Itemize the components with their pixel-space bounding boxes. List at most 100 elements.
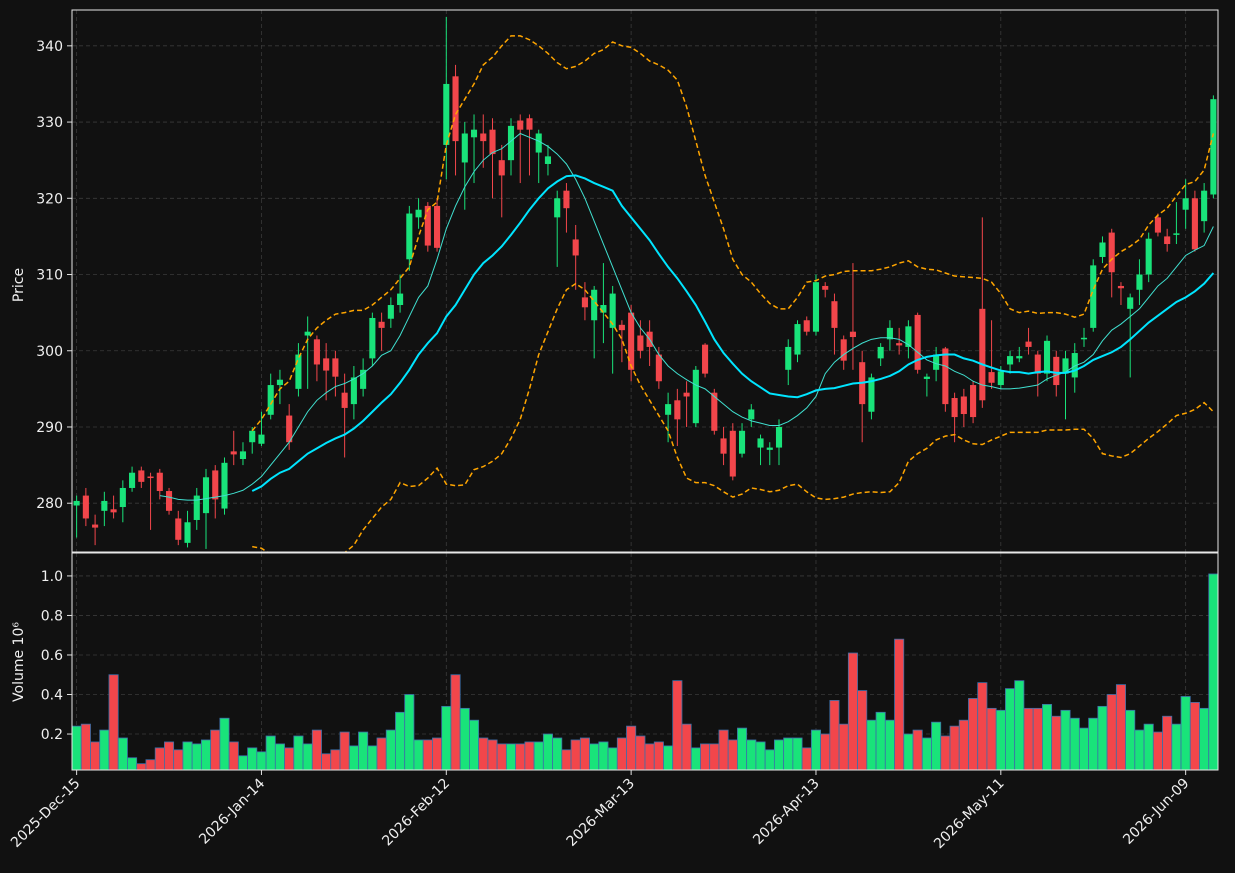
volume-bar <box>986 707 997 770</box>
candle-body <box>101 500 108 511</box>
volume-bar <box>1078 727 1090 770</box>
candle-body <box>655 354 662 382</box>
volume-bar <box>968 698 979 770</box>
volume-bar <box>820 733 831 770</box>
volume-bar <box>755 741 766 770</box>
volume-bar <box>857 690 868 770</box>
volume-bar <box>1125 709 1136 770</box>
candle-body <box>979 308 986 401</box>
candle-body <box>165 491 173 511</box>
volume-bar <box>653 741 664 770</box>
candle-body <box>397 293 404 306</box>
candle-body <box>554 198 561 218</box>
volume-bar <box>284 747 295 770</box>
volume-bar <box>690 747 701 770</box>
y-tick-label: 320 <box>36 191 63 207</box>
candle-body <box>461 133 468 163</box>
volume-bar <box>247 747 258 770</box>
volume-bar <box>108 674 119 770</box>
volume-bar <box>182 741 193 770</box>
volume-bar <box>311 729 322 770</box>
candle-body <box>286 415 293 443</box>
volume-bar <box>635 735 646 770</box>
volume-bar <box>884 719 895 770</box>
volume-bar <box>154 747 165 770</box>
candle-body <box>1154 217 1161 233</box>
volume-bar <box>339 731 350 770</box>
volume-bar <box>385 729 396 770</box>
candle-body <box>683 392 690 397</box>
candle-body <box>276 379 283 386</box>
volume-bar <box>210 729 221 770</box>
volume-bar <box>644 743 655 770</box>
volume-bar <box>1143 723 1154 770</box>
volume-bar <box>90 741 101 770</box>
volume-bar <box>792 737 803 770</box>
volume-bar <box>127 757 138 770</box>
volume-bar <box>265 735 276 770</box>
candle-body <box>618 324 625 331</box>
volume-bar <box>727 739 738 770</box>
candle-body <box>960 396 967 415</box>
price-plot <box>72 10 1218 552</box>
volume-bar <box>136 763 147 770</box>
candle-body <box>711 392 718 431</box>
y-tick-label: 1.0 <box>41 569 63 585</box>
volume-bar <box>459 707 470 770</box>
candle-body <box>1034 354 1041 374</box>
volume-bar <box>1152 731 1163 770</box>
candle-body <box>212 470 219 500</box>
volume-bar <box>801 747 812 770</box>
volume-bar <box>145 759 156 770</box>
volume-bar <box>450 674 461 770</box>
candle-body <box>942 348 949 405</box>
volume-bar <box>1208 573 1218 770</box>
y-tick-label: 300 <box>36 344 63 360</box>
volume-bar <box>321 753 332 770</box>
candle-body <box>1099 242 1106 257</box>
volume-bar <box>237 755 248 770</box>
volume-bar <box>561 749 572 770</box>
volume-bar <box>256 751 267 770</box>
volume-bar <box>626 725 637 770</box>
candle-body <box>489 129 496 155</box>
candle-body <box>138 470 145 482</box>
candle-body <box>1210 99 1217 195</box>
y-tick-label: 0.2 <box>41 727 63 743</box>
candle-body <box>156 472 163 492</box>
candle-body <box>766 447 773 450</box>
candle-body <box>738 430 746 454</box>
y-tick-label: 0.8 <box>41 608 63 624</box>
y-tick-label: 280 <box>36 496 63 512</box>
candle-body <box>202 477 210 514</box>
candle-body <box>304 331 311 336</box>
axes-frame <box>71 552 1219 771</box>
volume-bar <box>783 737 794 770</box>
candle-body <box>665 404 672 415</box>
candle-body <box>387 305 394 319</box>
volume-bar <box>330 749 341 770</box>
volume-bar <box>1014 680 1025 770</box>
candle-body <box>923 376 930 379</box>
candle-body <box>193 495 200 520</box>
candle-body <box>1108 232 1115 273</box>
volume-bar <box>219 717 230 770</box>
candle-body <box>1164 236 1171 245</box>
candle-body <box>1136 274 1143 290</box>
candle-body <box>424 205 431 246</box>
volume-bar <box>1115 684 1126 770</box>
candle-body <box>1173 233 1180 235</box>
volume-bar <box>1189 702 1200 770</box>
volume-bar <box>348 745 359 770</box>
volume-bar <box>515 743 526 770</box>
candle-body <box>840 339 847 361</box>
volume-bar <box>505 743 517 770</box>
candle-body <box>988 372 995 383</box>
volume-bar <box>829 700 840 770</box>
candle-body <box>720 438 727 454</box>
overlay-line <box>251 174 1215 492</box>
candle-body <box>1062 358 1069 374</box>
y-tick-label: 330 <box>36 115 63 131</box>
volume-bar <box>228 741 239 770</box>
